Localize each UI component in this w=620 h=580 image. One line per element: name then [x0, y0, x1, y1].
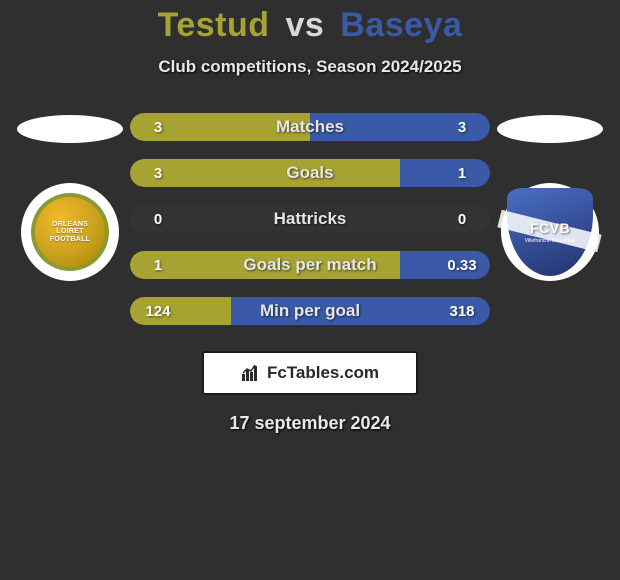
stat-value-left: 3: [130, 165, 186, 182]
subtitle: Club competitions, Season 2024/2025: [0, 57, 620, 77]
left-side: ORLEANS LOIRET FOOTBALL: [10, 113, 130, 281]
right-player-silhouette: [497, 115, 603, 143]
stat-label: Matches: [186, 117, 434, 137]
stat-value-left: 0: [130, 211, 186, 228]
crest-left-line2: LOIRET: [56, 228, 83, 235]
stat-label: Goals: [186, 163, 434, 183]
stats-column: 3Matches33Goals10Hattricks01Goals per ma…: [130, 113, 490, 343]
stat-value-left: 3: [130, 119, 186, 136]
right-club-crest: FCVB Villefranche Beaujolais: [501, 183, 599, 281]
fcvb-crest-icon: FCVB Villefranche Beaujolais: [507, 188, 593, 276]
stat-label: Goals per match: [186, 255, 434, 275]
content-columns: ORLEANS LOIRET FOOTBALL 3Matches33Goals1…: [0, 113, 620, 343]
crest-left-line3: FOOTBALL: [50, 236, 91, 243]
stat-value-left: 124: [130, 303, 186, 320]
stat-row: 124Min per goal318: [130, 297, 490, 325]
stat-row: 3Goals1: [130, 159, 490, 187]
title-vs: vs: [286, 6, 325, 44]
stat-value-right: 318: [434, 303, 490, 320]
left-club-crest: ORLEANS LOIRET FOOTBALL: [21, 183, 119, 281]
right-side: FCVB Villefranche Beaujolais: [490, 113, 610, 281]
comparison-card: Testud vs Baseya Club competitions, Seas…: [0, 0, 620, 434]
left-player-silhouette: [17, 115, 123, 143]
orleans-crest-icon: ORLEANS LOIRET FOOTBALL: [31, 193, 109, 271]
stat-value-right: 0: [434, 211, 490, 228]
crest-right-sub: Villefranche Beaujolais: [525, 238, 576, 244]
brand-text: FcTables.com: [267, 363, 379, 383]
stat-row: 0Hattricks0: [130, 205, 490, 233]
title-left-player: Testud: [158, 6, 270, 44]
stat-row: 1Goals per match0.33: [130, 251, 490, 279]
stat-value-right: 3: [434, 119, 490, 136]
bar-chart-icon: [241, 364, 261, 382]
stat-row: 3Matches3: [130, 113, 490, 141]
stat-value-right: 0.33: [434, 257, 490, 274]
date: 17 september 2024: [0, 413, 620, 434]
stat-label: Hattricks: [186, 209, 434, 229]
brand-box: FcTables.com: [202, 351, 418, 395]
stat-label: Min per goal: [186, 301, 434, 321]
stat-value-left: 1: [130, 257, 186, 274]
title-right-player: Baseya: [340, 6, 462, 44]
stat-value-right: 1: [434, 165, 490, 182]
crest-right-main: FCVB: [530, 220, 570, 236]
page-title: Testud vs Baseya: [0, 6, 620, 45]
